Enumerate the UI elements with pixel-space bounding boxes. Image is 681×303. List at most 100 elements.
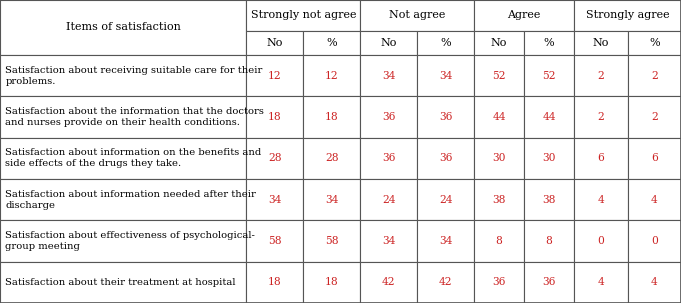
Bar bbox=[524, 55, 574, 96]
Bar bbox=[474, 31, 524, 55]
Text: 2: 2 bbox=[651, 71, 658, 81]
Text: 28: 28 bbox=[325, 153, 338, 163]
Text: 2: 2 bbox=[597, 112, 604, 122]
Text: 36: 36 bbox=[439, 112, 452, 122]
Bar bbox=[628, 31, 681, 55]
Bar bbox=[303, 55, 360, 96]
Text: 42: 42 bbox=[382, 277, 396, 287]
Bar bbox=[360, 0, 474, 31]
Text: Satisfaction about information needed after their
discharge: Satisfaction about information needed af… bbox=[5, 190, 256, 210]
Text: 52: 52 bbox=[542, 71, 556, 81]
Bar bbox=[524, 96, 574, 138]
Bar bbox=[360, 179, 417, 220]
Text: 0: 0 bbox=[651, 236, 658, 246]
Bar bbox=[0, 0, 247, 55]
Text: 34: 34 bbox=[382, 236, 396, 246]
Bar bbox=[417, 262, 474, 303]
Text: Items of satisfaction: Items of satisfaction bbox=[66, 22, 180, 32]
Bar bbox=[303, 31, 360, 55]
Bar bbox=[474, 220, 524, 262]
Bar bbox=[474, 138, 524, 179]
Bar bbox=[574, 220, 628, 262]
Text: No: No bbox=[592, 38, 609, 48]
Bar bbox=[474, 0, 574, 31]
Bar bbox=[574, 0, 681, 31]
Text: No: No bbox=[267, 38, 283, 48]
Text: 4: 4 bbox=[597, 195, 604, 205]
Text: Strongly agree: Strongly agree bbox=[586, 11, 669, 21]
Text: %: % bbox=[326, 38, 337, 48]
Text: 36: 36 bbox=[542, 277, 556, 287]
Bar bbox=[574, 138, 628, 179]
Text: 36: 36 bbox=[382, 112, 396, 122]
Text: 24: 24 bbox=[382, 195, 396, 205]
Bar bbox=[247, 31, 303, 55]
Text: Satisfaction about information on the benefits and
side effects of the drugs the: Satisfaction about information on the be… bbox=[5, 148, 262, 168]
Bar bbox=[574, 179, 628, 220]
Bar bbox=[574, 31, 628, 55]
Bar bbox=[417, 55, 474, 96]
Bar bbox=[574, 96, 628, 138]
Bar bbox=[417, 31, 474, 55]
Text: 18: 18 bbox=[325, 277, 338, 287]
Text: Satisfaction about effectiveness of psychological-
group meeting: Satisfaction about effectiveness of psyc… bbox=[5, 231, 255, 251]
Bar bbox=[474, 179, 524, 220]
Bar bbox=[360, 31, 417, 55]
Bar bbox=[474, 262, 524, 303]
Text: 2: 2 bbox=[651, 112, 658, 122]
Bar bbox=[247, 262, 303, 303]
Text: %: % bbox=[649, 38, 660, 48]
Bar bbox=[360, 55, 417, 96]
Text: 58: 58 bbox=[325, 236, 338, 246]
Text: No: No bbox=[381, 38, 397, 48]
Text: 0: 0 bbox=[597, 236, 604, 246]
Bar bbox=[360, 220, 417, 262]
Text: 4: 4 bbox=[651, 277, 658, 287]
Text: 42: 42 bbox=[439, 277, 452, 287]
Text: 38: 38 bbox=[542, 195, 556, 205]
Bar bbox=[628, 138, 681, 179]
Bar bbox=[474, 55, 524, 96]
Text: 36: 36 bbox=[382, 153, 396, 163]
Text: Agree: Agree bbox=[507, 11, 541, 21]
Text: 18: 18 bbox=[268, 112, 282, 122]
Bar bbox=[628, 96, 681, 138]
Text: 34: 34 bbox=[382, 71, 396, 81]
Text: 6: 6 bbox=[651, 153, 658, 163]
Text: 4: 4 bbox=[651, 195, 658, 205]
Text: 34: 34 bbox=[325, 195, 338, 205]
Bar bbox=[303, 262, 360, 303]
Text: 24: 24 bbox=[439, 195, 452, 205]
Bar bbox=[524, 138, 574, 179]
Bar bbox=[0, 138, 247, 179]
Text: Strongly not agree: Strongly not agree bbox=[251, 11, 356, 21]
Bar bbox=[303, 138, 360, 179]
Text: 30: 30 bbox=[542, 153, 556, 163]
Text: 34: 34 bbox=[439, 236, 452, 246]
Text: 58: 58 bbox=[268, 236, 282, 246]
Text: %: % bbox=[441, 38, 451, 48]
Text: 38: 38 bbox=[492, 195, 506, 205]
Bar bbox=[247, 55, 303, 96]
Text: 34: 34 bbox=[268, 195, 281, 205]
Bar bbox=[628, 262, 681, 303]
Bar bbox=[0, 262, 247, 303]
Bar bbox=[247, 179, 303, 220]
Text: 36: 36 bbox=[439, 153, 452, 163]
Bar bbox=[247, 138, 303, 179]
Bar bbox=[474, 96, 524, 138]
Text: 8: 8 bbox=[545, 236, 552, 246]
Text: 12: 12 bbox=[325, 71, 338, 81]
Bar bbox=[417, 96, 474, 138]
Bar bbox=[303, 96, 360, 138]
Bar bbox=[360, 262, 417, 303]
Bar bbox=[628, 179, 681, 220]
Bar bbox=[303, 220, 360, 262]
Text: 18: 18 bbox=[268, 277, 282, 287]
Text: 6: 6 bbox=[597, 153, 604, 163]
Text: 36: 36 bbox=[492, 277, 506, 287]
Text: %: % bbox=[544, 38, 554, 48]
Text: 52: 52 bbox=[492, 71, 506, 81]
Text: 44: 44 bbox=[542, 112, 556, 122]
Bar bbox=[524, 220, 574, 262]
